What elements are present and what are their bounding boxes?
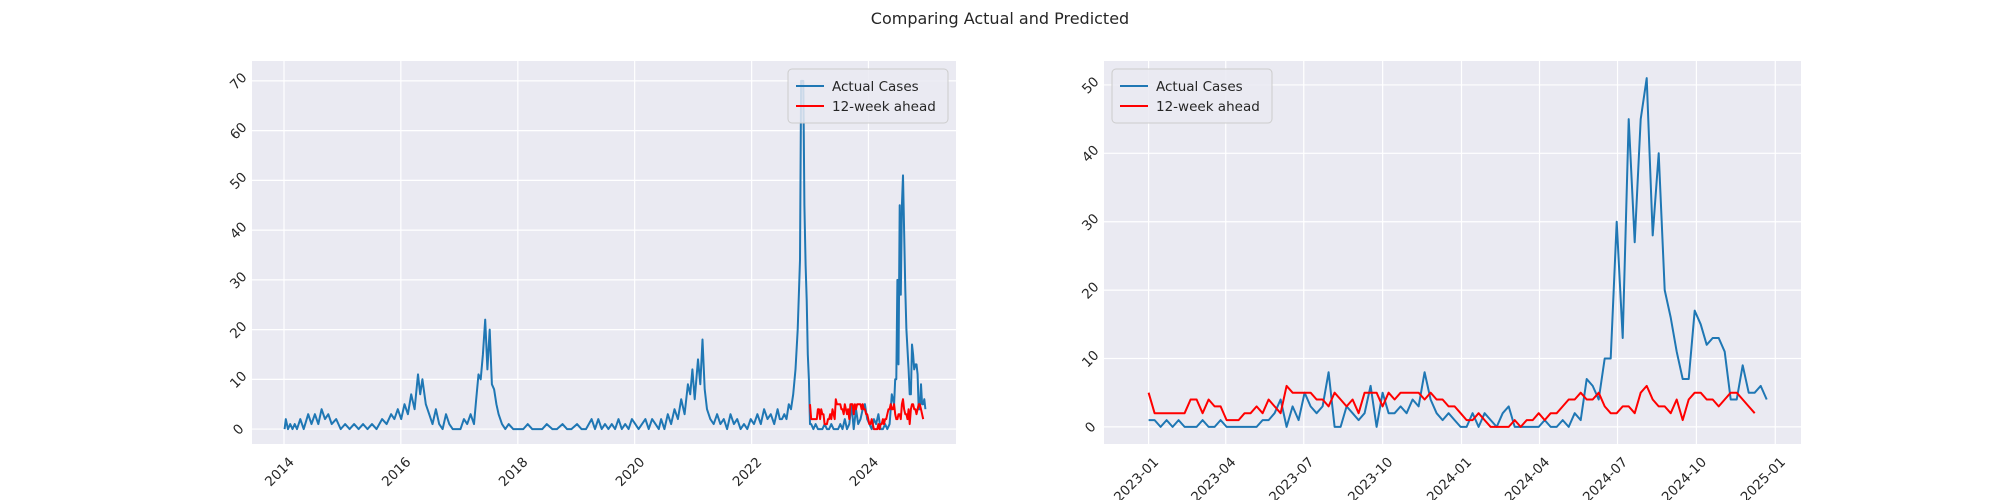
- legend-label: 12-week ahead: [832, 99, 936, 115]
- legend-label: Actual Cases: [1156, 79, 1243, 95]
- legend: Actual Cases 12-week ahead: [1111, 68, 1273, 124]
- plot-area: [252, 61, 956, 444]
- legend-box: [787, 68, 949, 124]
- figure-title: Comparing Actual and Predicted: [871, 9, 1129, 28]
- series-line-12-week-ahead: [809, 398, 925, 431]
- series-line-12-week-ahead: [1147, 384, 1756, 428]
- series-line-actual-cases: [1148, 77, 1768, 428]
- legend-box: [1111, 68, 1273, 124]
- legend: Actual Cases 12-week ahead: [787, 68, 949, 124]
- legend-label: 12-week ahead: [1156, 99, 1260, 115]
- plot-area: [1104, 61, 1801, 444]
- legend-label: Actual Cases: [832, 79, 919, 95]
- series-line-actual-cases: [283, 79, 927, 431]
